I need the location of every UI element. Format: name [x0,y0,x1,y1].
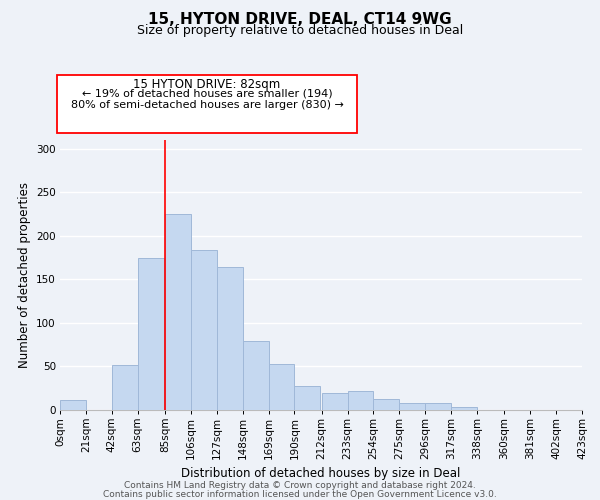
Bar [425,403,451,410]
Bar [373,398,400,410]
Bar [322,394,347,410]
Bar [269,364,295,410]
Bar [60,400,86,410]
Text: Contains HM Land Registry data © Crown copyright and database right 2024.: Contains HM Land Registry data © Crown c… [124,481,476,490]
Bar [138,258,164,410]
Bar [191,250,217,410]
Bar [295,386,320,410]
Text: Contains public sector information licensed under the Open Government Licence v3: Contains public sector information licen… [103,490,497,499]
Bar [112,364,138,410]
Text: 80% of semi-detached houses are larger (830) →: 80% of semi-detached houses are larger (… [71,100,343,110]
Bar [217,267,242,410]
Y-axis label: Number of detached properties: Number of detached properties [17,182,31,368]
Text: Size of property relative to detached houses in Deal: Size of property relative to detached ho… [137,24,463,37]
X-axis label: Distribution of detached houses by size in Deal: Distribution of detached houses by size … [181,468,461,480]
Text: 15 HYTON DRIVE: 82sqm: 15 HYTON DRIVE: 82sqm [133,78,281,91]
Bar [347,391,373,410]
Text: ← 19% of detached houses are smaller (194): ← 19% of detached houses are smaller (19… [82,89,332,99]
Text: 15, HYTON DRIVE, DEAL, CT14 9WG: 15, HYTON DRIVE, DEAL, CT14 9WG [148,12,452,28]
Bar [451,408,477,410]
Bar [400,403,425,410]
Bar [242,341,269,410]
Bar [165,214,191,410]
